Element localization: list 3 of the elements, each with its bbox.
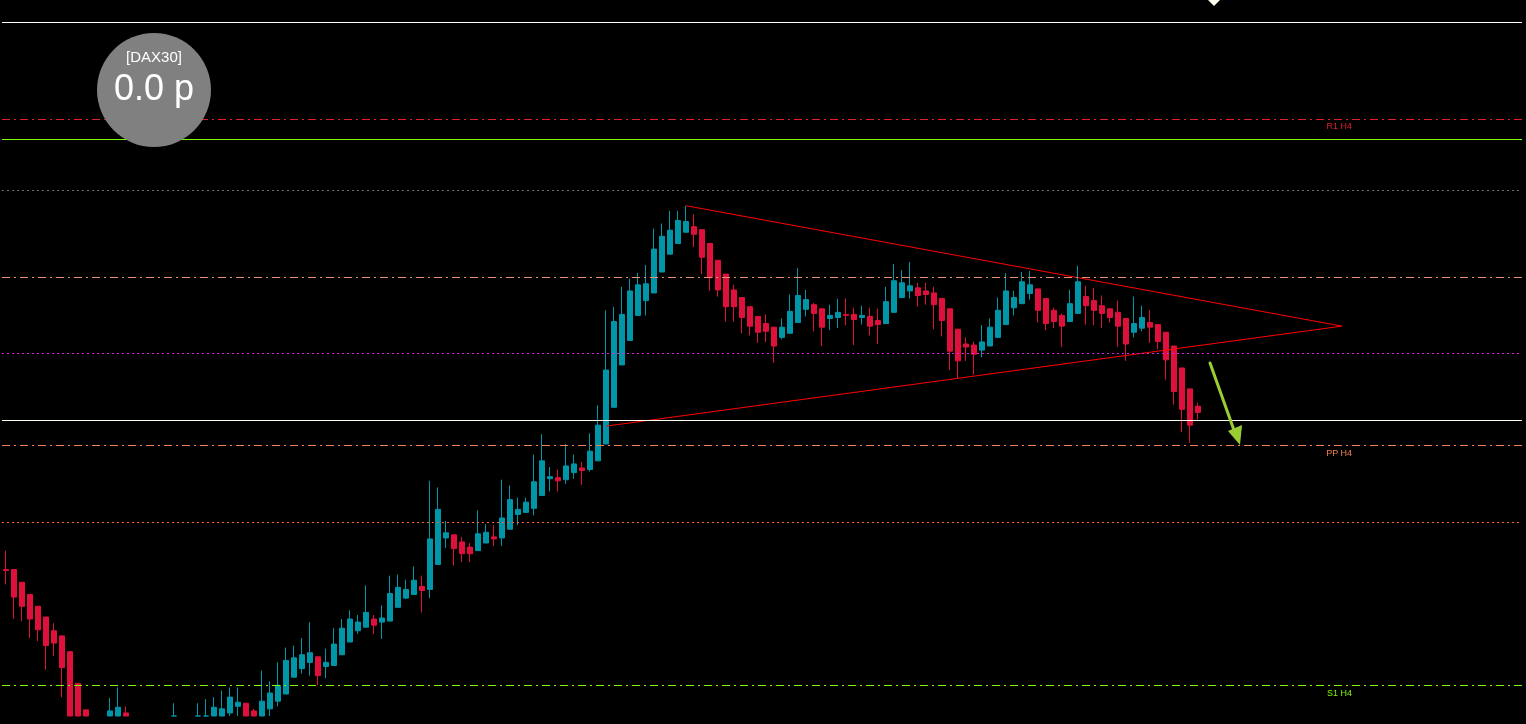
ref-line-label: PP H4 [1326,448,1352,459]
ref-line-label: S1 H4 [1326,687,1352,698]
ref-line-label: R1 H4 [1326,121,1352,132]
